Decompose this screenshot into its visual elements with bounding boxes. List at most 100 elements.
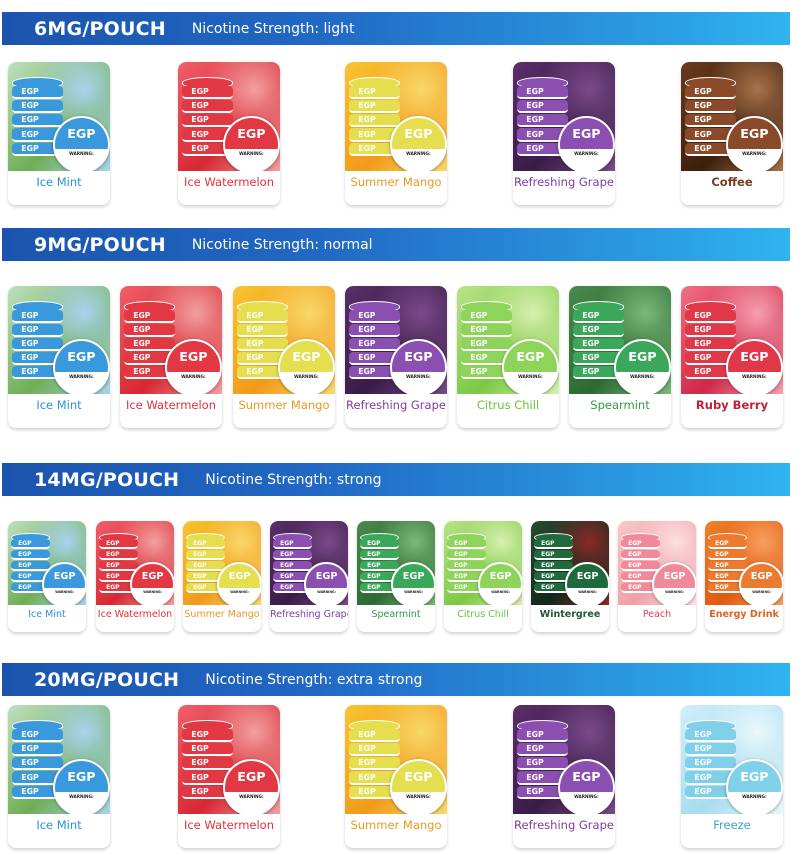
brand-logo: EGP — [727, 117, 781, 149]
tin-stripe: EGP — [349, 757, 401, 771]
product-card[interactable]: EGP EGP EGP EGP EGP EGP WARNING: Refreshing … — [513, 62, 615, 205]
brand-logo: EGP — [132, 564, 173, 588]
tin-stripe: EGP — [349, 114, 401, 128]
product-card[interactable]: EGP EGP EGP EGP EGP EGP WARNING: Ice Mint — [8, 705, 110, 848]
tin-stripe: EGP — [182, 100, 234, 114]
product-card[interactable]: EGP EGP EGP EGP EGP EGP WARNING: Freeze — [681, 705, 783, 848]
tin-stripe: EGP — [349, 743, 401, 757]
product-card[interactable]: EGP EGP EGP EGP EGP EGP WARNING: Wintergree — [531, 521, 609, 632]
tin-stack: EGP EGP EGP EGP EGP — [273, 532, 313, 594]
tin-stack: EGP EGP EGP EGP EGP — [708, 532, 748, 594]
tin-stripe: EGP — [237, 351, 289, 365]
nicotine-strength: Nicotine Strength: strong — [205, 471, 382, 488]
warning-text: WARNING: — [239, 793, 264, 799]
product-card[interactable]: EGP EGP EGP EGP EGP EGP WARNING: Energy Drin… — [705, 521, 783, 632]
product-photo: EGP EGP EGP EGP EGP EGP WARNING: — [513, 62, 615, 171]
product-card[interactable]: EGP EGP EGP EGP EGP EGP WARNING: Summer Mang… — [345, 62, 447, 205]
tin-stripe: EGP — [461, 351, 513, 365]
tin-stripe: EGP — [685, 351, 737, 365]
tin-stripe: EGP — [182, 757, 234, 771]
tin-stack: EGP EGP EGP EGP EGP — [360, 532, 400, 594]
product-photo: EGP EGP EGP EGP EGP EGP WARNING: — [345, 62, 447, 171]
product-card[interactable]: EGP EGP EGP EGP EGP EGP WARNING: Refreshing … — [513, 705, 615, 848]
product-card[interactable]: EGP EGP EGP EGP EGP EGP WARNING: Summer Mang… — [183, 521, 261, 632]
tin-stripe: EGP — [685, 100, 737, 114]
product-card[interactable]: EGP EGP EGP EGP EGP EGP WARNING: Ice Waterme… — [96, 521, 174, 632]
product-photo: EGP EGP EGP EGP EGP EGP WARNING: — [444, 521, 522, 605]
tin-stripe: EGP — [349, 351, 401, 365]
product-card[interactable]: EGP EGP EGP EGP EGP EGP WARNING: Spearmint — [569, 286, 671, 428]
tin-stripe: EGP — [12, 771, 64, 785]
warning-text: WARNING: — [518, 373, 543, 379]
product-card[interactable]: EGP EGP EGP EGP EGP EGP WARNING: Ice Waterme… — [178, 62, 280, 205]
tin-stack: EGP EGP EGP EGP EGP — [182, 77, 234, 157]
nicotine-strength: Nicotine Strength: light — [191, 20, 355, 37]
product-row: EGP EGP EGP EGP EGP EGP WARNING: Ice Mint EG… — [0, 521, 800, 632]
product-card[interactable]: EGP EGP EGP EGP EGP EGP WARNING: Refreshing … — [270, 521, 348, 632]
tin-stripe: EGP — [99, 539, 139, 550]
product-row: EGP EGP EGP EGP EGP EGP WARNING: Ice Mint EG… — [0, 286, 800, 428]
tin-stripe: EGP — [349, 128, 401, 142]
tin-stripe: EGP — [12, 743, 64, 757]
tin-stack: EGP EGP EGP EGP EGP — [447, 532, 487, 594]
tin-stripe: EGP — [685, 728, 737, 743]
flavor-label: Summer Mango — [350, 818, 442, 832]
product-card[interactable]: EGP EGP EGP EGP EGP EGP WARNING: Refreshing … — [345, 286, 447, 428]
tin-stripe: EGP — [517, 85, 569, 100]
product-card[interactable]: EGP EGP EGP EGP EGP EGP WARNING: Ice Waterme… — [120, 286, 222, 428]
tin-stripe: EGP — [99, 550, 139, 561]
section-banner: 9MG/POUCH Nicotine Strength: normal — [2, 228, 790, 261]
brand-logo: EGP — [279, 340, 333, 372]
tin-stripe: EGP — [186, 583, 226, 594]
tin-stack: EGP EGP EGP EGP EGP — [99, 532, 139, 594]
flavor-label: Refreshing Grape — [346, 398, 446, 412]
tin-stripe: EGP — [517, 743, 569, 757]
tin-stripe: EGP — [685, 128, 737, 142]
product-card[interactable]: EGP EGP EGP EGP EGP EGP WARNING: Ruby Berry — [681, 286, 783, 428]
product-card[interactable]: EGP EGP EGP EGP EGP EGP WARNING: Citrus Chil… — [457, 286, 559, 428]
tin-stripe: EGP — [124, 309, 176, 323]
tin-stripe: EGP — [517, 142, 569, 156]
product-card[interactable]: EGP EGP EGP EGP EGP EGP WARNING: Ice Mint — [8, 62, 110, 205]
product-card[interactable]: EGP EGP EGP EGP EGP EGP WARNING: Citrus Chil… — [444, 521, 522, 632]
product-card[interactable]: EGP EGP EGP EGP EGP EGP WARNING: Peach — [618, 521, 696, 632]
tin-stripe: EGP — [349, 309, 401, 323]
product-photo: EGP EGP EGP EGP EGP EGP WARNING: — [618, 521, 696, 605]
tin-stripe: EGP — [447, 561, 487, 572]
product-card[interactable]: EGP EGP EGP EGP EGP EGP WARNING: Summer Mang… — [233, 286, 335, 428]
tin-stripe: EGP — [273, 572, 313, 583]
tin-stripe: EGP — [99, 561, 139, 572]
tin-stack: EGP EGP EGP EGP EGP — [573, 301, 625, 380]
flavor-label: Citrus Chill — [476, 398, 540, 412]
tin-lid: EGP WARNING: — [725, 115, 783, 171]
tin-lid: EGP WARNING: — [389, 115, 447, 171]
product-card[interactable]: EGP EGP EGP EGP EGP EGP WARNING: Summer Mang… — [345, 705, 447, 848]
tin-stripe: EGP — [186, 572, 226, 583]
tin-stack: EGP EGP EGP EGP EGP — [182, 720, 234, 800]
product-card[interactable]: EGP EGP EGP EGP EGP EGP WARNING: Coffee — [681, 62, 783, 205]
flavor-label: Ice Watermelon — [183, 175, 275, 189]
tin-stripe: EGP — [685, 365, 737, 379]
tin-stripe: EGP — [534, 561, 574, 572]
brand-logo: EGP — [391, 117, 445, 149]
tin-stack: EGP EGP EGP EGP EGP — [349, 301, 401, 380]
product-card[interactable]: EGP EGP EGP EGP EGP EGP WARNING: Ice Waterme… — [178, 705, 280, 848]
flavor-label: Refreshing Grape — [270, 609, 348, 620]
tin-stripe: EGP — [182, 785, 234, 799]
warning-text: WARNING: — [665, 589, 684, 594]
section-banner: 6MG/POUCH Nicotine Strength: light — [2, 12, 790, 45]
product-photo: EGP EGP EGP EGP EGP EGP WARNING: — [681, 286, 783, 394]
brand-logo: EGP — [559, 117, 613, 149]
product-card[interactable]: EGP EGP EGP EGP EGP EGP WARNING: Ice Mint — [8, 521, 86, 632]
warning-text: WARNING: — [574, 150, 599, 156]
flavor-label: Ice Mint — [36, 175, 82, 189]
tin-stack: EGP EGP EGP EGP EGP — [237, 301, 289, 380]
tin-stripe: EGP — [11, 561, 51, 572]
product-card[interactable]: EGP EGP EGP EGP EGP EGP WARNING: Spearmint — [357, 521, 435, 632]
brand-logo: EGP — [44, 564, 85, 588]
tin-stripe: EGP — [534, 539, 574, 550]
tin-stack: EGP EGP EGP EGP EGP — [685, 720, 737, 800]
tin-stack: EGP EGP EGP EGP EGP — [12, 77, 64, 157]
tin-stripe: EGP — [534, 550, 574, 561]
product-card[interactable]: EGP EGP EGP EGP EGP EGP WARNING: Ice Mint — [8, 286, 110, 428]
